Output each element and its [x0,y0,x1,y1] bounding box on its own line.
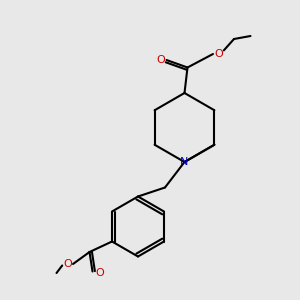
Text: N: N [180,157,189,167]
Text: O: O [214,49,223,59]
Text: O: O [96,268,104,278]
Text: O: O [63,259,72,269]
Text: O: O [157,55,166,65]
